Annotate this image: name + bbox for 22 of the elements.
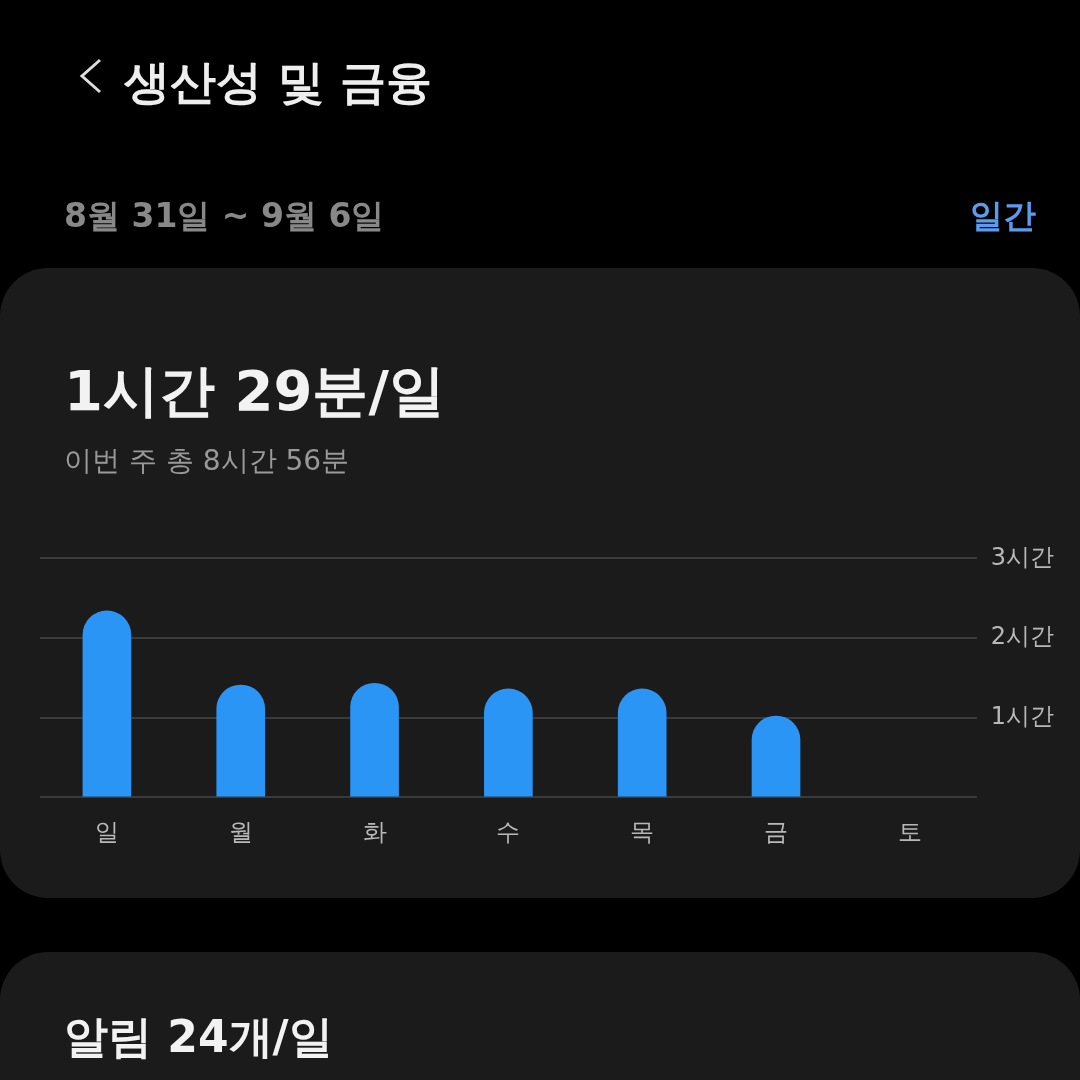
text: 일간 <box>970 195 1036 237</box>
x-tick-label: 금 <box>764 817 788 846</box>
x-tick-label: 월 <box>228 817 253 846</box>
bar <box>82 610 132 797</box>
text: 알림 24개/일 <box>64 1010 333 1064</box>
chart-subtitle: 8월 31일 ~ 9월 6일 <box>64 195 385 237</box>
bar <box>617 688 667 797</box>
x-tick-label: 토 <box>897 817 922 846</box>
chart-title: 생산성 및 금융 <box>124 54 433 111</box>
text: 1시간 29분/일 <box>64 357 445 425</box>
x-tick-label: 목 <box>630 817 655 846</box>
x-tick-label: 화 <box>362 817 387 846</box>
x-tick-label: 일 <box>94 817 119 846</box>
text: 이번 주 총 8시간 56분 <box>64 443 350 479</box>
x-tick-label: 수 <box>496 817 521 846</box>
y-tick-label: 1시간 <box>990 701 1055 730</box>
bar <box>350 683 399 797</box>
bar <box>484 688 533 797</box>
y-tick-label: 2시간 <box>990 622 1055 651</box>
bar <box>751 715 801 797</box>
y-tick-label: 3시간 <box>990 542 1055 571</box>
bar <box>216 684 266 797</box>
